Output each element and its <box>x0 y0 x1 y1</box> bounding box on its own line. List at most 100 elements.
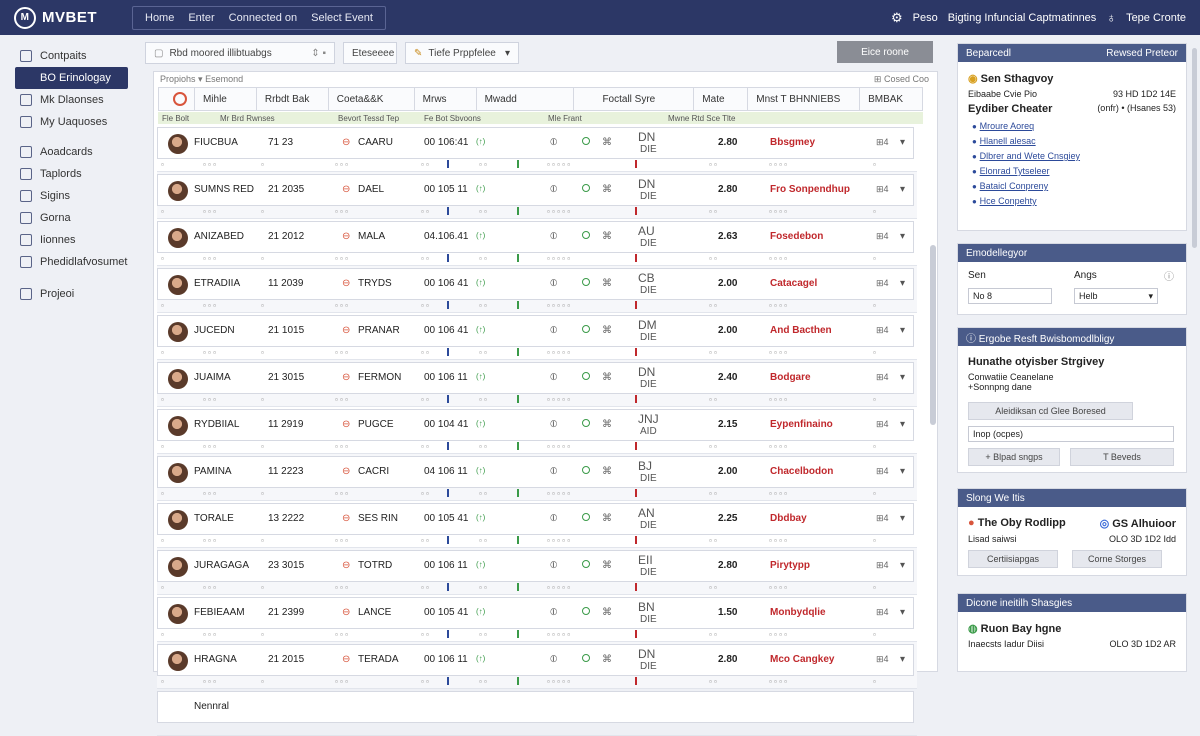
status-dot-icon[interactable] <box>582 654 590 665</box>
player-name[interactable]: FIUCBUA <box>194 137 238 148</box>
team-name[interactable]: CACRI <box>358 466 390 477</box>
col-header[interactable]: Foctall Syre <box>574 88 695 110</box>
pin-icon[interactable]: ⦶ <box>550 419 558 430</box>
scrollbar-thumb[interactable] <box>930 245 936 425</box>
panel-header-link[interactable]: Rewsed Preteor <box>1106 47 1178 59</box>
team-name[interactable]: FERMON <box>358 372 402 383</box>
row-card[interactable]: RYDBIIAL 11 2919 ⊖ PUGCE 00 104 41 (↑) ⦶… <box>157 409 914 441</box>
status-dot-icon[interactable] <box>582 466 590 477</box>
chart-icon[interactable]: ⊞4 <box>876 137 889 147</box>
status-tag[interactable]: Catacagel <box>770 278 818 289</box>
watchlist-button-2[interactable]: Corne Storges <box>1072 550 1162 568</box>
col-header[interactable]: Mate <box>694 88 749 110</box>
table-row[interactable]: JUAIMA 21 3015 ⊖ FERMON 00 106 11 (↑) ⦶ … <box>157 360 917 407</box>
share-icon[interactable]: ⌘ <box>602 654 612 665</box>
chevron-down-icon[interactable]: ▾ <box>900 231 906 242</box>
odds-value[interactable]: 2.00 <box>718 325 738 336</box>
odds-value[interactable]: 2.80 <box>718 560 738 571</box>
strategy-link[interactable]: ● Bataicl Conpreny <box>972 179 1176 194</box>
team-name[interactable]: LANCE <box>358 607 392 618</box>
filter-select[interactable]: ✎ Tiefe Prppfelee ▾ <box>405 42 519 64</box>
watchlist-button-1[interactable]: Certiisiapgas <box>968 550 1058 568</box>
col-header[interactable]: Mihle <box>195 88 257 110</box>
sidebar-item-sigins[interactable]: Sigins <box>0 185 140 207</box>
pin-icon[interactable]: ⦶ <box>550 654 558 665</box>
pin-icon[interactable]: ⦶ <box>550 184 558 195</box>
strategy-link-text[interactable]: Elonrad Tytseleer <box>979 166 1050 176</box>
table-row[interactable]: Nennral <box>157 689 917 736</box>
share-icon[interactable]: ⌘ <box>602 325 612 336</box>
nav-select-event[interactable]: Select Event <box>311 11 373 24</box>
status-dot-icon[interactable] <box>582 372 590 383</box>
sidebar-item-aoadcards[interactable]: Aoadcards <box>0 141 140 163</box>
strategy-link[interactable]: ● Elonrad Tytseleer <box>972 164 1176 179</box>
odds-value[interactable]: 2.63 <box>718 231 738 242</box>
chart-icon[interactable]: ⊞4 <box>876 466 889 476</box>
player-name[interactable]: JUCEDN <box>194 325 235 336</box>
pin-icon[interactable]: ⦶ <box>550 325 558 336</box>
sidebar-item-projeoi[interactable]: Projeoi <box>0 283 140 305</box>
top-item-infuncial[interactable]: Bigting Infuncial Captmatinnes <box>947 11 1097 24</box>
pin-icon[interactable]: ⦶ <box>550 607 558 618</box>
pin-icon[interactable]: ⦶ <box>550 466 558 477</box>
status-tag[interactable]: Eypenfinaino <box>770 419 833 430</box>
gear-icon[interactable]: ⚙ <box>890 9 903 25</box>
share-icon[interactable]: ⌘ <box>602 466 612 477</box>
chevron-down-icon[interactable]: ▾ <box>900 607 906 618</box>
sidebar-item-uaquoses[interactable]: My Uaquoses <box>0 111 140 133</box>
sidebar-item-erinologay[interactable]: BO Erinologay <box>15 67 128 89</box>
strategy-link-text[interactable]: Bataicl Conpreny <box>979 181 1049 191</box>
table-row[interactable]: PAMINA 11 2223 ⊖ CACRI 04 106 11 (↑) ⦶ ⌘… <box>157 454 917 501</box>
strategy-link[interactable]: ● Hlanell alesac <box>972 134 1176 149</box>
team-name[interactable]: CAARU <box>358 137 394 148</box>
player-name[interactable]: JUAIMA <box>194 372 231 383</box>
odds-value[interactable]: 2.25 <box>718 513 738 524</box>
player-name[interactable]: ETRADIIA <box>194 278 241 289</box>
team-name[interactable]: SES RIN <box>358 513 399 524</box>
chart-icon[interactable]: ⊞4 <box>876 184 889 194</box>
pin-icon[interactable]: ⦶ <box>550 560 558 571</box>
value-input[interactable]: No 8 <box>968 288 1052 304</box>
analysis-action-button[interactable]: Aleidiksan cd Glee Boresed <box>968 402 1133 420</box>
status-tag[interactable]: And Bacthen <box>770 325 832 336</box>
top-item-peso[interactable]: Peso <box>912 11 938 24</box>
row-card[interactable]: TORALE 13 2222 ⊖ SES RIN 00 105 41 (↑) ⦶… <box>157 503 914 535</box>
player-name[interactable]: ANIZABED <box>194 231 245 242</box>
scrollbar-thumb[interactable] <box>1192 48 1197 248</box>
status-dot-icon[interactable] <box>582 607 590 618</box>
odds-value[interactable]: 2.40 <box>718 372 738 383</box>
player-name[interactable]: SUMNS RED <box>194 184 255 195</box>
row-card[interactable]: JURAGAGA 23 3015 ⊖ TOTRD 00 106 11 (↑) ⦶… <box>157 550 914 582</box>
option-select[interactable]: Helb ▾ <box>1074 288 1158 304</box>
sidebar-item-iionnes[interactable]: Iionnes <box>0 229 140 251</box>
share-icon[interactable]: ⌘ <box>602 278 612 289</box>
nav-enter[interactable]: Enter <box>188 11 215 24</box>
nav-connected[interactable]: Connected on <box>228 11 298 24</box>
secondary-button[interactable]: T Beveds <box>1070 448 1174 466</box>
table-row[interactable]: ETRADIIA 11 2039 ⊖ TRYDS 00 106 41 (↑) ⦶… <box>157 266 917 313</box>
table-row[interactable]: FEBIEAAM 21 2399 ⊖ LANCE 00 105 41 (↑) ⦶… <box>157 595 917 642</box>
analysis-input[interactable]: Inop (ocpes) <box>968 426 1174 442</box>
chevron-down-icon[interactable]: ▾ <box>900 560 906 571</box>
search-input[interactable]: ▢ Rbd moored illibtuabgs ⇕ ▪ <box>145 42 335 64</box>
col-header[interactable]: Mwadd <box>477 88 575 110</box>
status-tag[interactable]: Monbydqlie <box>770 607 826 618</box>
share-icon[interactable]: ⌘ <box>602 607 612 618</box>
chart-icon[interactable]: ⊞4 <box>876 607 889 617</box>
odds-value[interactable]: 2.15 <box>718 419 738 430</box>
table-row[interactable]: JURAGAGA 23 3015 ⊖ TOTRD 00 106 11 (↑) ⦶… <box>157 548 917 595</box>
chevron-down-icon[interactable]: ▾ <box>900 466 906 477</box>
strategy-link[interactable]: ● Mroure Aoreq <box>972 119 1176 134</box>
player-name[interactable]: TORALE <box>194 513 234 524</box>
status-tag[interactable]: Bbsgmey <box>770 137 816 148</box>
pin-icon[interactable]: ⦶ <box>550 231 558 242</box>
odds-value[interactable]: 2.80 <box>718 654 738 665</box>
player-name[interactable]: HRAGNA <box>194 654 237 665</box>
share-icon[interactable]: ⌘ <box>602 560 612 571</box>
col-header[interactable]: Coeta&&K <box>329 88 415 110</box>
row-card[interactable]: Nennral <box>157 691 914 723</box>
sidebar-item-phedidlafvosumet[interactable]: Phedidlafvosumet <box>0 251 140 273</box>
status-dot-icon[interactable] <box>582 137 590 148</box>
info-icon[interactable]: ⓘ <box>1164 272 1174 283</box>
chevron-down-icon[interactable]: ▾ <box>900 137 906 148</box>
